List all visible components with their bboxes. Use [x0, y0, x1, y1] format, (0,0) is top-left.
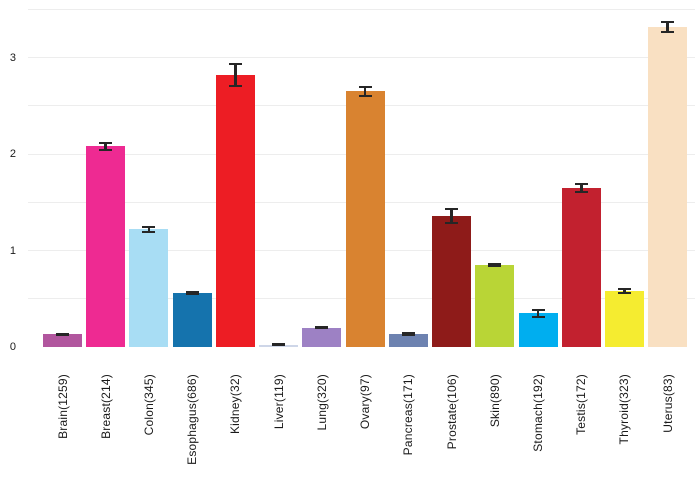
error-bar-cap-bottom — [142, 230, 156, 233]
error-bar — [574, 183, 588, 193]
x-tick-label: Kidney(32) — [224, 374, 246, 434]
error-bar — [488, 262, 502, 268]
x-tick-label-text: Skin(890) — [487, 374, 502, 428]
x-tick-label-text: Brain(1259) — [55, 374, 70, 439]
error-bar-stem — [623, 287, 626, 295]
error-bar — [99, 142, 113, 151]
error-bar-stem — [147, 225, 151, 233]
x-tick-label: Prostate(106) — [441, 374, 463, 449]
x-tick-label: Testis(172) — [570, 374, 592, 435]
x-tick-label: Esophagus(686) — [181, 374, 203, 465]
error-bar — [185, 291, 199, 295]
x-tick-label: Thyroid(323) — [613, 374, 635, 444]
error-bar-stem — [580, 183, 583, 193]
bar-lung — [302, 327, 342, 347]
error-bar — [228, 63, 242, 87]
error-bar-cap-bottom — [617, 292, 631, 295]
error-bar-cap-bottom — [531, 315, 545, 318]
bar-testis — [561, 187, 601, 347]
error-bar-stem — [666, 20, 669, 34]
x-tick-label: Ovary(97) — [354, 374, 376, 429]
error-bar-cap-bottom — [488, 265, 502, 268]
x-tick-label: Uterus(83) — [657, 374, 679, 433]
error-bar-cap-bottom — [272, 344, 286, 347]
x-tick-label-text: Liver(119) — [271, 374, 286, 430]
bar-pancreas — [388, 333, 428, 347]
error-bar — [272, 343, 286, 347]
error-bar-stem — [536, 308, 540, 318]
y-tick-label: 2 — [9, 148, 16, 161]
bar-uterus — [648, 26, 688, 347]
y-tick-label: 0 — [9, 341, 16, 353]
error-bar — [315, 325, 329, 330]
bar-ovary — [345, 91, 385, 347]
y-tick-label: 1 — [9, 244, 16, 257]
x-tick-label-text: Testis(172) — [574, 374, 589, 435]
x-tick-label: Breast(214) — [95, 374, 117, 439]
x-tick-label-text: Stomach(192) — [531, 374, 546, 452]
bar-kidney — [215, 75, 255, 347]
x-tick-label-text: Lung(320) — [314, 374, 329, 431]
bar-skin — [475, 265, 515, 347]
x-tick-label-text: Breast(214) — [98, 374, 113, 439]
y-tick-label: 3 — [9, 51, 16, 64]
x-tick-label: Stomach(192) — [527, 374, 549, 452]
error-bar — [401, 332, 415, 336]
error-bar-stem — [234, 63, 237, 87]
grid-line — [28, 8, 695, 10]
bar-esophagus — [172, 292, 212, 347]
error-bar-cap-bottom — [574, 190, 588, 193]
error-bar-cap-bottom — [315, 327, 329, 330]
error-bar — [142, 225, 156, 233]
x-tick-label: Pancreas(171) — [397, 374, 419, 455]
bar-breast — [86, 146, 126, 347]
bar-stomach — [518, 313, 558, 347]
error-bar — [531, 308, 545, 318]
x-tick-label-text: Colon(345) — [141, 374, 156, 436]
error-bar-cap-bottom — [228, 84, 242, 87]
error-bar-stem — [493, 262, 497, 268]
x-tick-label: Brain(1259) — [52, 374, 74, 439]
x-tick-label-text: Ovary(97) — [358, 374, 373, 430]
x-tick-label: Colon(345) — [138, 374, 160, 435]
error-bar — [56, 333, 69, 337]
x-tick-label-text: Pancreas(171) — [401, 374, 416, 456]
bar-prostate — [432, 215, 472, 347]
x-tick-label-text: Prostate(106) — [444, 374, 459, 450]
error-bar — [661, 20, 675, 34]
error-bar-cap-bottom — [358, 94, 372, 97]
error-bar-cap-bottom — [99, 148, 113, 151]
x-tick-label: Liver(119) — [268, 374, 290, 429]
error-bar-cap-bottom — [661, 31, 675, 34]
error-bar — [358, 86, 372, 97]
x-tick-label: Skin(890) — [484, 374, 506, 427]
bar-thyroid — [604, 291, 644, 347]
error-bar-cap-bottom — [56, 334, 69, 337]
grid-line — [28, 57, 695, 59]
error-bar — [617, 287, 631, 295]
error-bar-cap-bottom — [185, 292, 199, 295]
bar-colon — [129, 229, 169, 347]
error-bar-cap-bottom — [401, 333, 415, 336]
x-tick-label: Lung(320) — [311, 374, 333, 431]
error-bar-cap-bottom — [445, 221, 459, 224]
x-tick-label-text: Kidney(32) — [228, 374, 243, 435]
bar-brain — [43, 334, 82, 347]
error-bar-stem — [363, 86, 367, 97]
error-bar-stem — [450, 208, 453, 224]
x-tick-label-text: Uterus(83) — [660, 374, 675, 433]
error-bar-stem — [104, 142, 107, 151]
x-tick-label-text: Esophagus(686) — [185, 374, 200, 465]
x-tick-label-text: Thyroid(323) — [617, 374, 632, 445]
error-bar — [445, 208, 459, 224]
